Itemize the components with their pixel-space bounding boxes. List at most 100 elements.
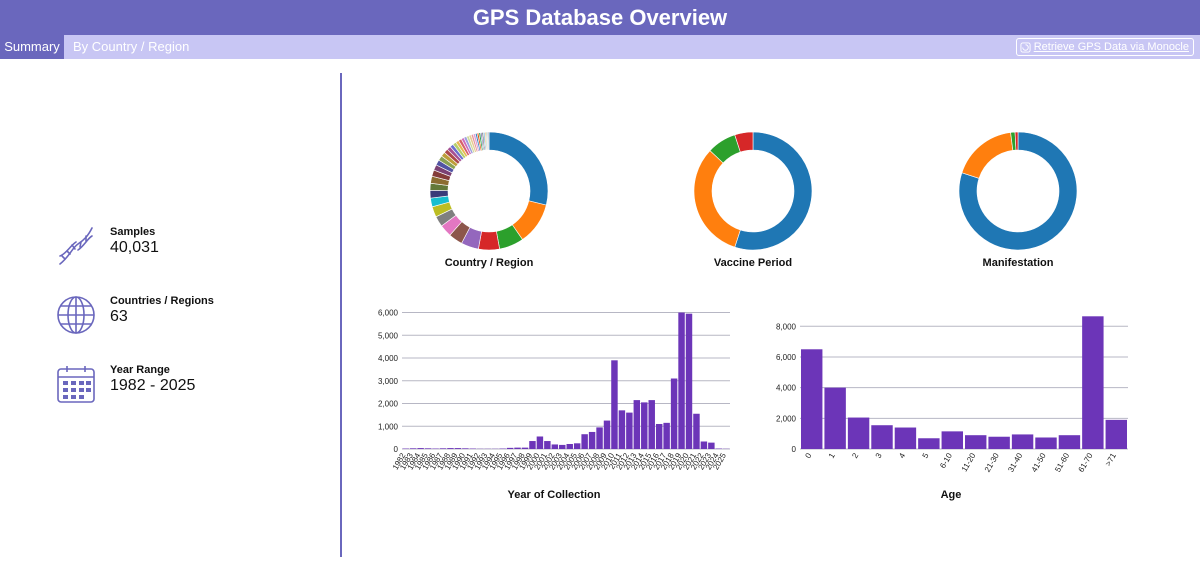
bar[interactable] <box>1011 434 1034 449</box>
manifestation-donut-chart <box>958 131 1078 251</box>
donut-slice <box>958 131 1078 251</box>
bar[interactable] <box>521 447 529 449</box>
y-tick-label: 0 <box>792 445 797 454</box>
bar[interactable] <box>596 427 603 449</box>
page-title: GPS Database Overview <box>472 4 728 30</box>
bar[interactable] <box>544 441 551 449</box>
bar[interactable] <box>894 427 917 449</box>
year-of-collection-bar-chart: 01,0002,0003,0004,0005,0006,000198219831… <box>378 309 730 471</box>
x-tick-label: 0 <box>803 451 813 460</box>
bar[interactable] <box>693 413 700 449</box>
bar[interactable] <box>566 443 573 449</box>
bar[interactable] <box>633 400 641 449</box>
y-tick-label: 4,000 <box>776 384 797 393</box>
bar[interactable] <box>551 444 559 449</box>
bar[interactable] <box>847 417 870 449</box>
donut-slice <box>734 131 813 251</box>
bar[interactable] <box>965 435 987 449</box>
x-tick-label: 1 <box>827 451 837 460</box>
stat-value: 1982 - 2025 <box>110 377 196 394</box>
bar[interactable] <box>618 410 626 449</box>
year-of-collection-chart-title: Year of Collection <box>507 489 601 501</box>
bar[interactable] <box>1058 435 1081 449</box>
donut-slice <box>693 150 741 248</box>
bar[interactable] <box>871 425 893 449</box>
bar[interactable] <box>708 442 715 449</box>
x-tick-label: 2 <box>850 451 860 460</box>
bar[interactable] <box>447 448 454 449</box>
y-tick-label: 6,000 <box>378 309 399 318</box>
external-link-icon <box>1020 41 1031 53</box>
vaccine-period-chart-title: Vaccine Period <box>713 257 793 269</box>
x-tick-label: 51-60 <box>1053 451 1071 474</box>
dna-icon <box>59 227 93 265</box>
retrieve-gps-data-button[interactable]: Retrieve GPS Data via Monocle <box>1015 38 1194 56</box>
bar[interactable] <box>417 448 424 449</box>
donut-slice <box>487 131 490 151</box>
y-tick-label: 2,000 <box>776 414 797 423</box>
bar[interactable] <box>670 378 678 450</box>
bar[interactable] <box>529 441 536 449</box>
tab-by-country-region[interactable]: By Country / Region <box>73 39 190 54</box>
bar[interactable] <box>1082 316 1104 449</box>
x-tick-label: 21-30 <box>983 451 1001 474</box>
donut-slice <box>734 131 754 153</box>
bar[interactable] <box>824 387 846 449</box>
bar[interactable] <box>611 360 618 449</box>
stat-value: 40,031 <box>110 239 159 256</box>
bar[interactable] <box>573 443 581 449</box>
bar[interactable] <box>424 448 432 449</box>
stat-countries: Countries / Regions 63 <box>56 295 214 335</box>
bar[interactable] <box>655 423 663 449</box>
y-tick-label: 2,000 <box>378 400 399 409</box>
donut-slice <box>478 230 500 251</box>
bar[interactable] <box>454 448 462 449</box>
y-tick-label: 3,000 <box>378 377 399 386</box>
globe-icon <box>57 296 95 334</box>
bar[interactable] <box>685 313 693 449</box>
bar[interactable] <box>918 438 940 449</box>
page-header: GPS Database Overview <box>0 0 1200 35</box>
bar[interactable] <box>626 412 633 449</box>
x-tick-label: 5 <box>921 451 931 460</box>
bar[interactable] <box>678 312 685 449</box>
bar[interactable] <box>641 402 648 449</box>
bar[interactable] <box>588 431 596 449</box>
bar[interactable] <box>941 431 963 449</box>
bar[interactable] <box>1105 419 1127 449</box>
bar[interactable] <box>439 448 447 449</box>
x-tick-label: 3 <box>874 451 884 460</box>
y-tick-label: 5,000 <box>378 331 399 340</box>
bar[interactable] <box>648 400 655 449</box>
x-tick-label: 4 <box>897 451 907 460</box>
stat-label: Samples <box>110 226 156 238</box>
bar[interactable] <box>536 436 544 449</box>
bar[interactable] <box>581 434 588 449</box>
calendar-icon <box>57 366 95 403</box>
vaccine-period-donut-chart <box>693 131 813 251</box>
tab-summary[interactable]: Summary <box>0 35 64 59</box>
age-chart-title: Age <box>940 489 962 501</box>
country-region-chart-title: Country / Region <box>444 257 534 269</box>
y-tick-label: 0 <box>394 445 399 454</box>
bar[interactable] <box>663 422 670 449</box>
bar[interactable] <box>559 444 566 449</box>
country-region-donut-chart <box>429 131 549 251</box>
x-tick-label: >71 <box>1103 451 1118 468</box>
bar[interactable] <box>988 436 1010 449</box>
bar[interactable] <box>462 448 469 449</box>
bar[interactable] <box>1035 437 1057 449</box>
bar[interactable] <box>409 448 417 449</box>
bar[interactable] <box>801 349 823 449</box>
stat-value: 63 <box>110 308 128 325</box>
bar[interactable] <box>506 447 514 449</box>
stat-samples: Samples 40,031 <box>56 226 159 266</box>
x-tick-label: 6-10 <box>938 451 954 470</box>
bar[interactable] <box>603 420 611 449</box>
stat-year-range: Year Range 1982 - 2025 <box>56 364 195 404</box>
x-tick-label: 41-50 <box>1030 451 1048 474</box>
x-tick-label: 11-20 <box>960 451 978 473</box>
y-tick-label: 6,000 <box>776 353 797 362</box>
bar[interactable] <box>514 447 521 449</box>
bar[interactable] <box>700 441 708 449</box>
